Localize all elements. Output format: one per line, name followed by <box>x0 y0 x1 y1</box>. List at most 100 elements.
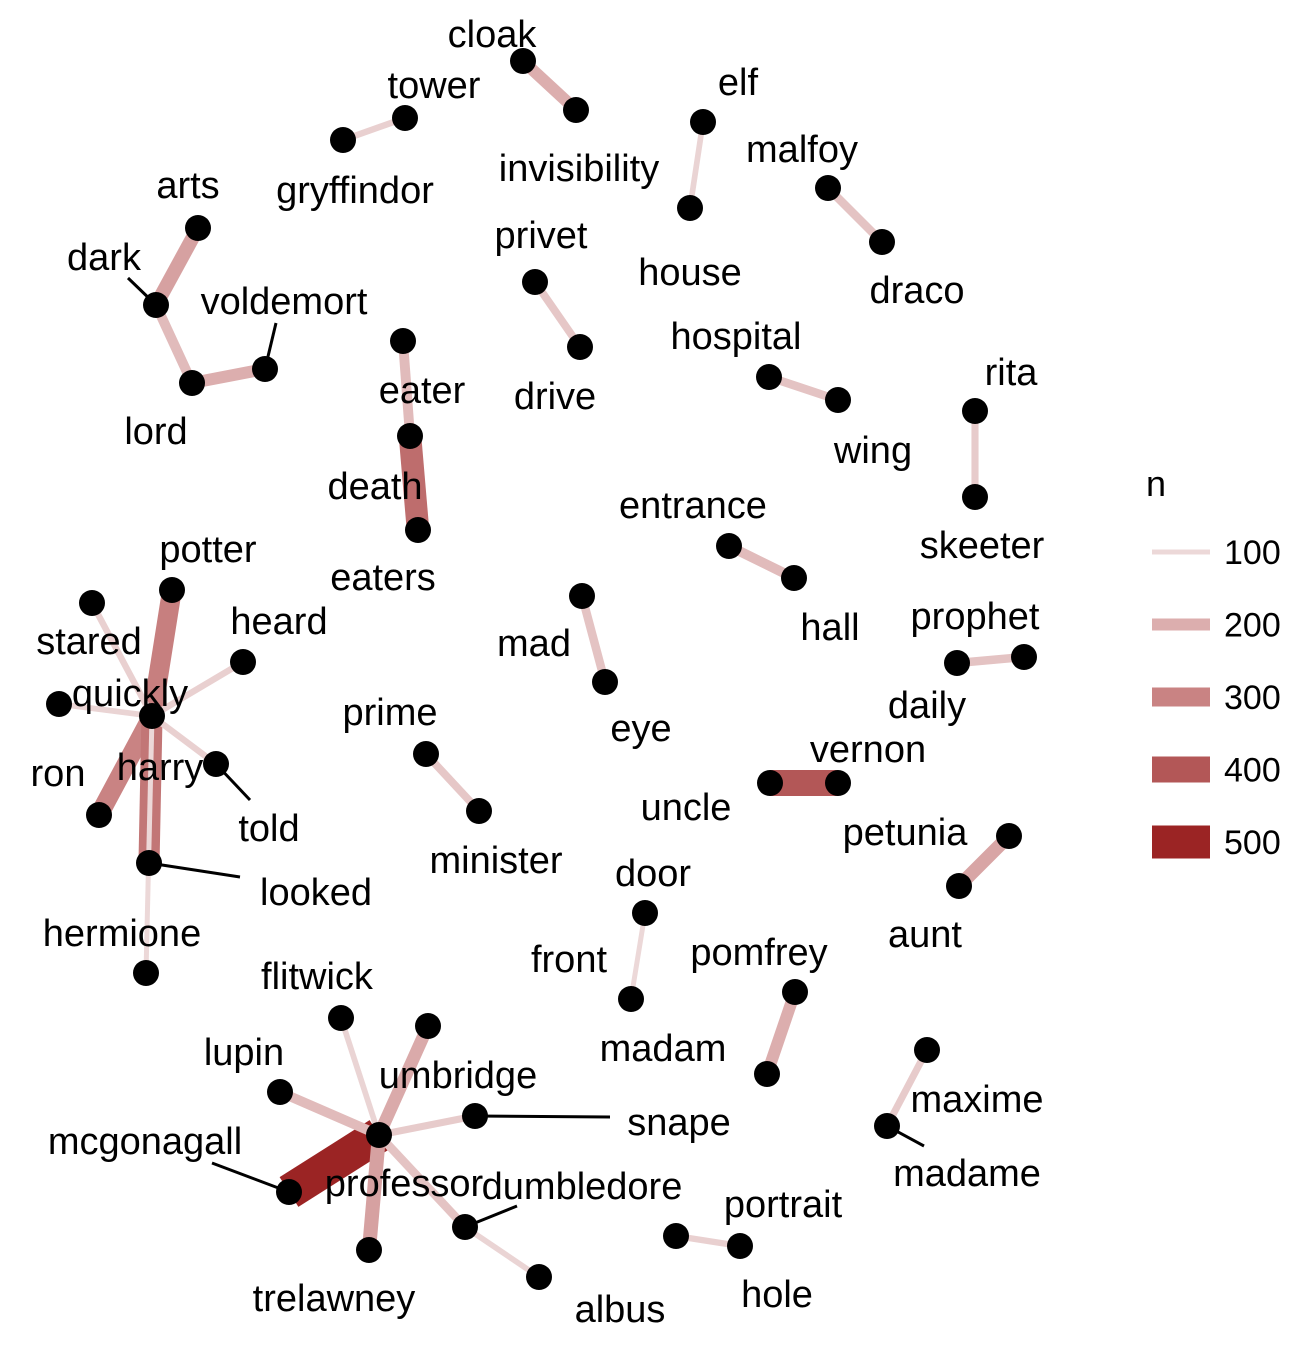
node-hole <box>727 1233 753 1259</box>
edge-front-door <box>628 912 648 1000</box>
edge-harry-potter <box>142 588 182 718</box>
legend-label-100: 100 <box>1224 534 1281 572</box>
node-tower <box>392 105 418 131</box>
edge-professor-lupin <box>278 1087 381 1140</box>
node-trelawney <box>356 1237 382 1263</box>
node-umbridge <box>415 1013 441 1039</box>
node-potter <box>159 577 185 603</box>
node-label-entrance: entrance <box>619 485 767 527</box>
node-label-quickly: quickly <box>72 673 188 715</box>
node-label-wing: wing <box>833 430 912 472</box>
node-label-harry: harry <box>117 747 204 789</box>
edge-harry-quickly <box>58 701 153 719</box>
node-label-professor: professor <box>325 1163 484 1205</box>
node-daily <box>944 650 970 676</box>
edge-death-eater <box>398 340 415 437</box>
node-label-skeeter: skeeter <box>920 525 1045 567</box>
node-label-dark: dark <box>67 237 142 279</box>
edge-harry-hermione <box>143 715 155 974</box>
node-label-aunt: aunt <box>888 914 962 956</box>
legend: n 100 200 300 400 500 <box>1146 463 1281 862</box>
node-label-invisibility: invisibility <box>499 148 659 190</box>
node-death <box>397 423 423 449</box>
node-privet <box>522 269 548 295</box>
edge-dark-arts <box>149 224 205 309</box>
node-label-privet: privet <box>495 215 588 257</box>
node-madame <box>874 1113 900 1139</box>
node-label-malfoy: malfoy <box>746 129 858 171</box>
edge-professor-dumbledore <box>375 1132 469 1230</box>
node-label-arts: arts <box>156 165 219 207</box>
node-eye <box>592 669 618 695</box>
node-stared <box>79 590 105 616</box>
node-label-dumbledore: dumbledore <box>482 1166 683 1208</box>
edge-house-elf <box>687 121 706 209</box>
node-heard <box>230 649 256 675</box>
edge-death-eaters <box>398 435 430 531</box>
node-entrance <box>716 533 742 559</box>
leader-line-mcgonagall <box>211 1161 290 1194</box>
node-cloak <box>510 48 536 74</box>
node-uncle <box>757 770 783 796</box>
node-label-lupin: lupin <box>204 1032 284 1074</box>
node-label-eater: eater <box>379 370 466 412</box>
node-hermione <box>133 960 159 986</box>
node-maxime <box>914 1037 940 1063</box>
node-dark <box>143 292 169 318</box>
node-house <box>677 195 703 221</box>
node-rita <box>962 398 988 424</box>
node-label-umbridge: umbridge <box>379 1055 537 1097</box>
node-voldemort <box>252 356 278 382</box>
node-label-albus: albus <box>575 1289 666 1331</box>
node-professor <box>366 1122 392 1148</box>
node-hospital <box>756 364 782 390</box>
node-gryffindor <box>330 127 356 153</box>
node-label-eye: eye <box>610 708 671 750</box>
edge-dumbledore-albus <box>463 1224 541 1280</box>
node-prophet <box>1011 644 1037 670</box>
node-malfoy <box>815 175 841 201</box>
node-wing <box>825 387 851 413</box>
node-label-heard: heard <box>230 601 327 643</box>
node-label-eaters: eaters <box>330 557 436 599</box>
node-vernon <box>825 770 851 796</box>
edge-mad-eye <box>577 594 610 684</box>
edge-harry-told <box>150 713 218 767</box>
node-petunia <box>996 823 1022 849</box>
legend-swatch-200 <box>1152 618 1210 631</box>
node-label-drive: drive <box>514 376 596 418</box>
leader-line-looked <box>148 861 241 879</box>
edge-professor-umbridge <box>373 1023 434 1138</box>
node-arts <box>185 215 211 241</box>
leader-line-snape <box>474 1114 611 1119</box>
node-label-hermione: hermione <box>43 913 201 955</box>
node-label-vernon: vernon <box>810 729 926 771</box>
node-label-hall: hall <box>800 607 859 649</box>
legend-label-200: 200 <box>1224 607 1281 645</box>
legend-swatch-500 <box>1152 825 1210 859</box>
legend-title: n <box>1146 463 1166 504</box>
edge-dark-lord <box>151 302 197 386</box>
node-label-madam: madam <box>600 1028 727 1070</box>
node-label-uncle: uncle <box>641 787 732 829</box>
node-layer <box>46 48 1037 1290</box>
node-eaters <box>405 517 431 543</box>
node-label-madame: madame <box>893 1153 1041 1195</box>
node-label-minister: minister <box>429 840 562 882</box>
node-label-hospital: hospital <box>671 316 802 358</box>
node-label-death: death <box>327 466 422 508</box>
node-pomfrey <box>782 979 808 1005</box>
label-layer: cloak invisibility tower gryffindor elf house… <box>31 14 1045 1331</box>
node-label-flitwick: flitwick <box>261 956 374 998</box>
node-elf <box>690 109 716 135</box>
node-label-front: front <box>531 939 607 981</box>
legend-label-300: 300 <box>1224 679 1281 717</box>
node-portrait <box>663 1223 689 1249</box>
node-label-rita: rita <box>985 352 1039 394</box>
node-label-gryffindor: gryffindor <box>276 170 434 212</box>
node-label-tower: tower <box>388 65 481 107</box>
node-label-petunia: petunia <box>843 812 969 854</box>
edge-professor-snape <box>378 1112 476 1139</box>
node-label-potter: potter <box>159 529 257 571</box>
